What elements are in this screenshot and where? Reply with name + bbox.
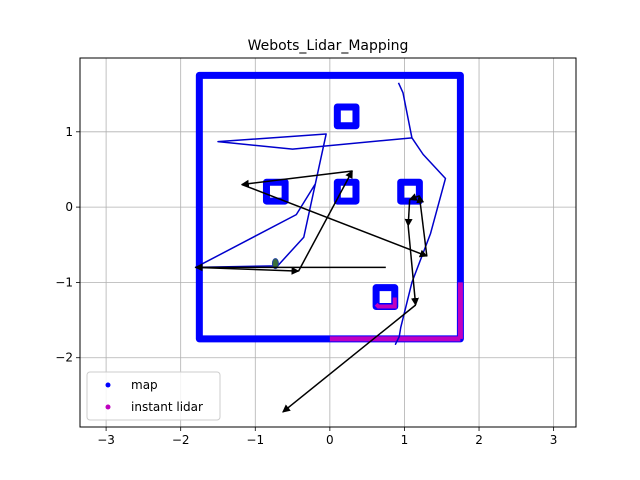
x-axis-ticks: −3 −2 −1 0 1 2 3	[97, 427, 557, 447]
plot-area	[194, 71, 464, 413]
x-tick-label: 2	[475, 433, 483, 447]
heading-arrow	[282, 304, 417, 413]
heading-arrow	[195, 266, 300, 275]
heading-arrow	[404, 199, 413, 227]
grid-lines	[80, 58, 576, 427]
legend-marker-map	[105, 382, 111, 388]
chart-title: Webots_Lidar_Mapping	[248, 38, 409, 54]
legend-label-instant-lidar: instant lidar	[131, 400, 203, 414]
y-tick-label: 0	[65, 200, 73, 214]
heading-arrow	[297, 170, 353, 272]
map-obstacle-box	[333, 103, 360, 130]
x-tick-label: 1	[401, 433, 409, 447]
y-tick-label: −1	[55, 275, 73, 289]
heading-arrow	[241, 183, 428, 258]
legend-marker-instant-lidar	[105, 404, 111, 410]
x-tick-label: 0	[326, 433, 334, 447]
x-tick-label: 3	[550, 433, 558, 447]
legend-label-map: map	[131, 378, 158, 392]
y-axis-ticks: −2 −1 0 1	[55, 125, 80, 365]
legend: map instant lidar	[86, 371, 221, 421]
x-tick-label: −1	[246, 433, 264, 447]
map-obstacle-box	[262, 178, 289, 205]
axes-frame	[79, 57, 577, 428]
heading-arrow	[407, 225, 419, 306]
robot-trajectory	[194, 82, 447, 345]
y-tick-label: 1	[65, 125, 73, 139]
instant-lidar-series	[329, 282, 463, 342]
heading-arrow	[416, 194, 428, 257]
x-tick-label: −3	[97, 433, 115, 447]
trajectory-layer	[194, 82, 447, 345]
arrow-layer	[194, 170, 428, 413]
heading-arrow	[408, 193, 420, 201]
heading-arrow	[240, 170, 353, 188]
y-tick-label: −2	[55, 351, 73, 365]
x-tick-label: −2	[172, 433, 190, 447]
legend-box	[86, 371, 221, 421]
lidar-box-edge	[374, 297, 397, 309]
robot-position-marker	[271, 258, 279, 270]
